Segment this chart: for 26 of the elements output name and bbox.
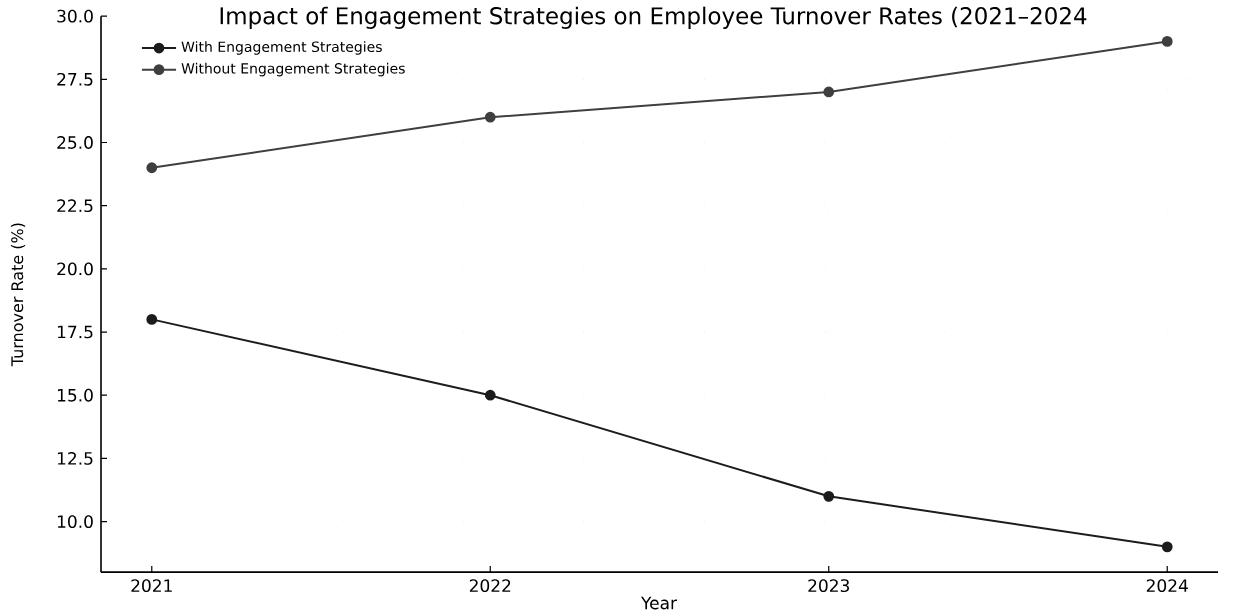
point bbox=[146, 162, 158, 174]
x-tick-label: 2021 bbox=[131, 579, 172, 593]
point bbox=[484, 111, 496, 123]
point bbox=[1161, 35, 1173, 47]
y-tick-label: 17.5 bbox=[57, 325, 93, 339]
point bbox=[823, 86, 835, 98]
point bbox=[823, 490, 835, 502]
legend-label: Without Engagement Strategies bbox=[181, 62, 405, 77]
y-tick-label: 15.0 bbox=[57, 388, 93, 402]
chart-title: Impact of Engagement Strategies on Employee Turnover Rates (2021–2024 bbox=[220, 6, 1087, 29]
y-axis-title: Turnover Rate (%) bbox=[10, 223, 26, 367]
x-tick-label: 2022 bbox=[469, 579, 511, 593]
y-tick-label: 30.0 bbox=[57, 9, 93, 23]
point bbox=[484, 389, 496, 401]
y-tick-label: 20.0 bbox=[57, 262, 93, 276]
y-tick-label: 22.5 bbox=[57, 199, 93, 213]
x-tick-label: 2023 bbox=[808, 579, 849, 593]
y-tick-label: 12.5 bbox=[57, 451, 93, 465]
y-tick-label: 10.0 bbox=[57, 515, 93, 528]
x-axis-title: Year bbox=[640, 596, 678, 610]
point bbox=[146, 313, 158, 325]
legend-label: With Engagement Strategies bbox=[181, 41, 382, 55]
x-tick-label: 2024 bbox=[1146, 579, 1188, 593]
point bbox=[1161, 541, 1173, 553]
y-tick-label: 25.0 bbox=[57, 136, 93, 149]
y-tick-label: 27.5 bbox=[57, 72, 93, 86]
